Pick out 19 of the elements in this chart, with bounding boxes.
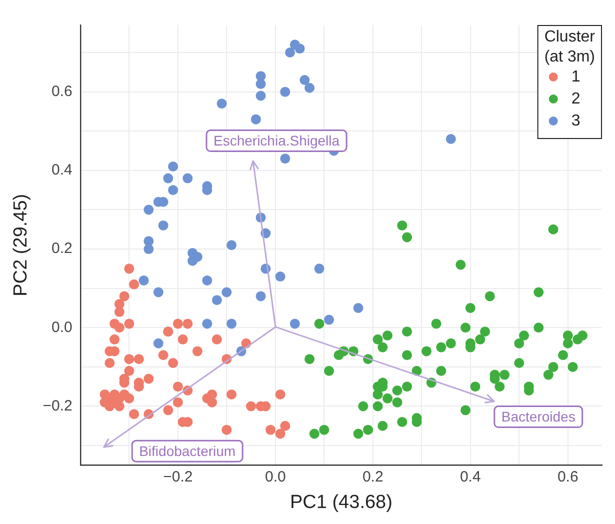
annotation: Bacteroides bbox=[501, 408, 576, 425]
y-axis-title: PC2 (29.45) bbox=[10, 194, 32, 296]
x-tick-label: −0.2 bbox=[163, 468, 193, 486]
legend-label: 3 bbox=[571, 112, 580, 130]
annotation: Escherichia.Shigella bbox=[213, 132, 340, 149]
x-axis-title: PC1 (43.68) bbox=[290, 492, 392, 513]
y-tick-label: −0.2 bbox=[42, 397, 72, 414]
x-tick-label: 0.0 bbox=[264, 468, 286, 486]
x-tick-label: 0.4 bbox=[460, 468, 481, 486]
legend-label: 2 bbox=[571, 90, 580, 108]
x-tick-label: 0.2 bbox=[362, 468, 384, 486]
annotation: Bifidobacterium bbox=[139, 442, 236, 459]
x-tick-label: 0.6 bbox=[557, 468, 578, 486]
y-tick-label: 0.4 bbox=[52, 162, 72, 179]
y-tick-label: 0.6 bbox=[52, 82, 72, 100]
legend-label: 1 bbox=[571, 68, 580, 86]
y-tick-label: 0.0 bbox=[52, 318, 72, 336]
y-tick-label: 0.2 bbox=[52, 240, 72, 258]
legend-title: Cluster (at 3m) bbox=[544, 28, 596, 66]
